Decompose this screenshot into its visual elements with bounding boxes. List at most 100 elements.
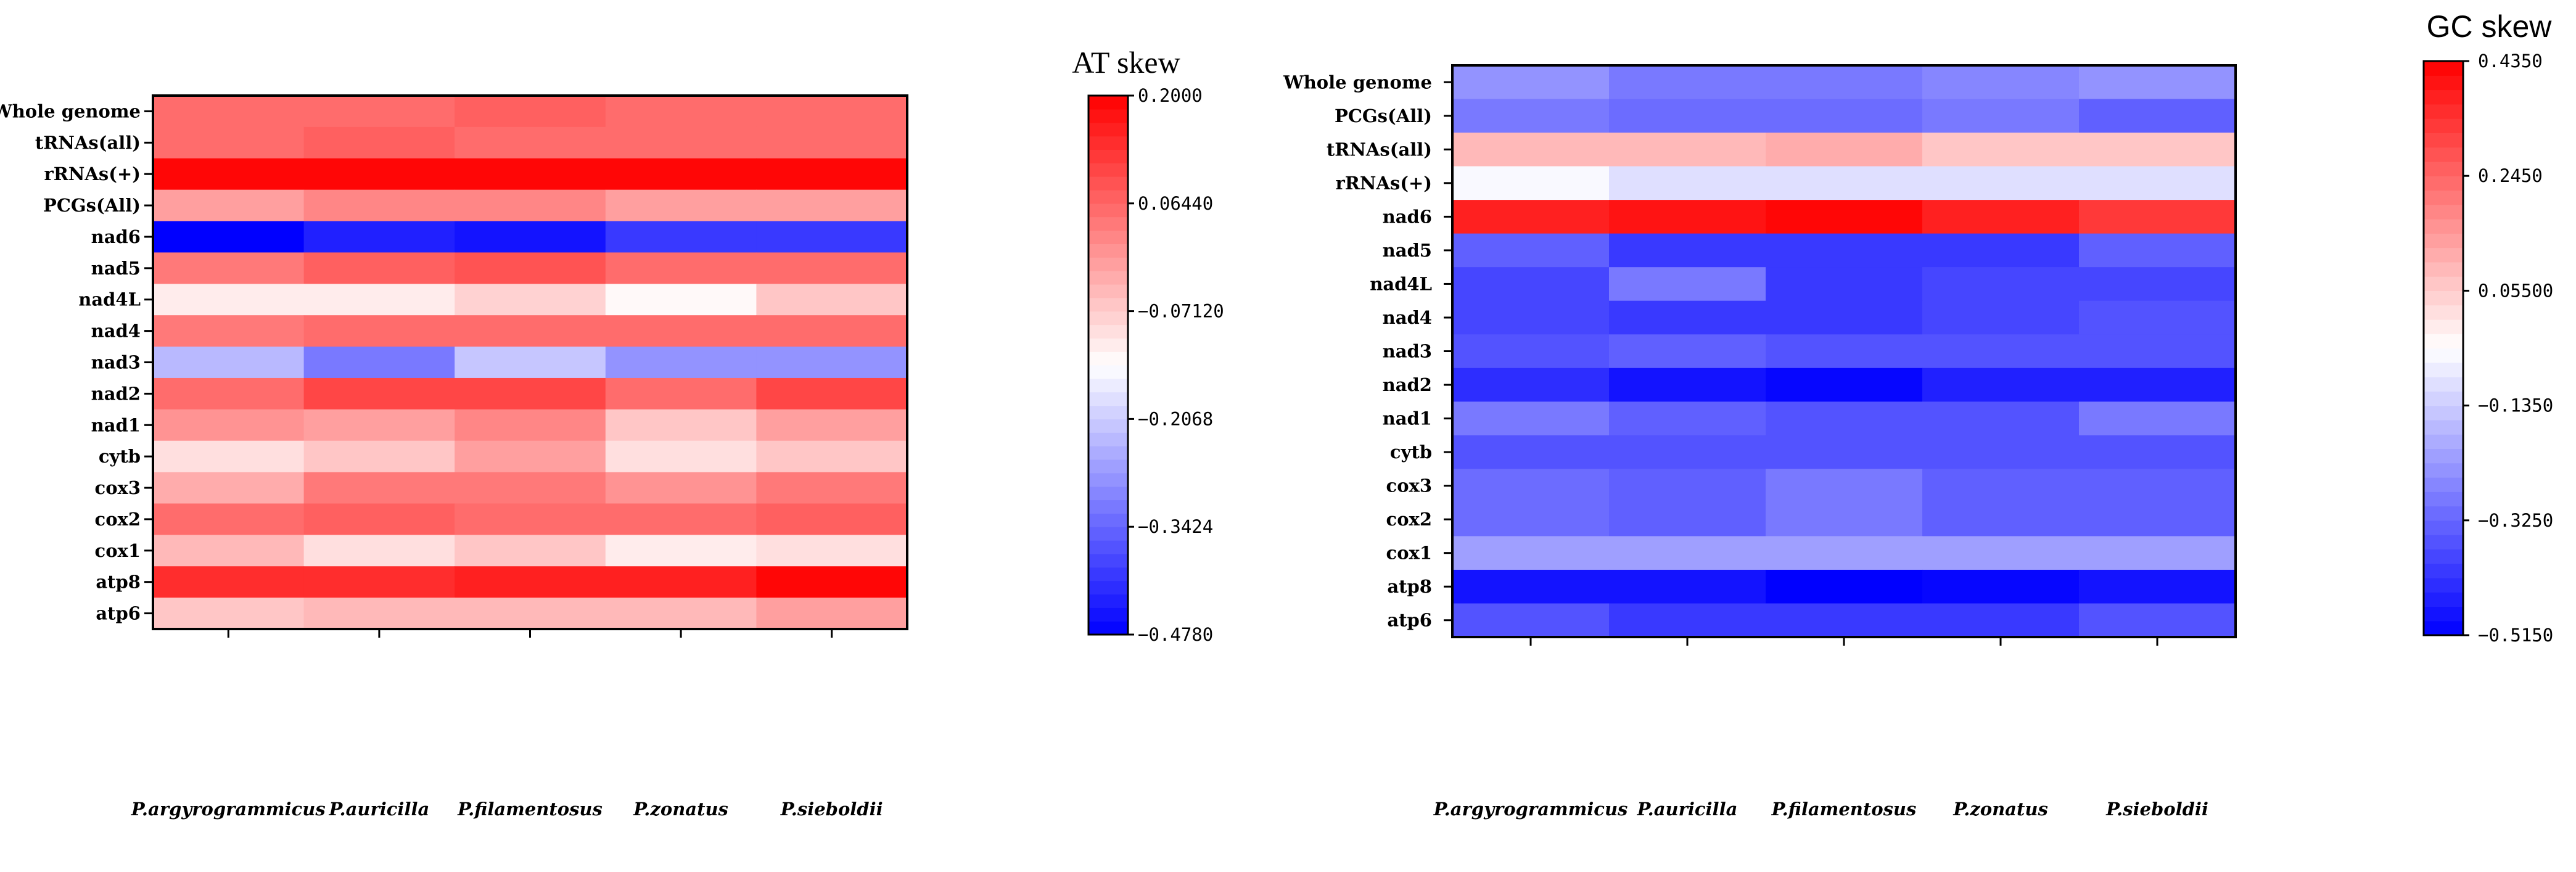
heatmap-cell <box>153 158 305 191</box>
row-label: rRNAs(+) <box>44 163 141 184</box>
heatmap-cell <box>605 252 757 284</box>
colorbar-tick-label: −0.4780 <box>1138 624 1213 645</box>
heatmap-cell <box>455 566 606 598</box>
colorbar-step <box>1088 392 1128 406</box>
heatmap-cell <box>303 598 455 630</box>
colorbar-step <box>1088 230 1128 244</box>
heatmap-cell <box>1766 267 1923 302</box>
column-label: P.sieboldii <box>780 799 883 820</box>
row-label: nad6 <box>1383 206 1432 227</box>
colorbar-step <box>1088 122 1128 137</box>
row-label: atp8 <box>96 572 141 593</box>
heatmap-cell <box>2079 200 2236 234</box>
heatmap-cell <box>153 598 305 630</box>
colorbar-step <box>2424 463 2463 478</box>
column-label: P.filamentosus <box>1771 799 1917 820</box>
heatmap-cell <box>2079 569 2236 604</box>
row-label: atp6 <box>1387 610 1432 631</box>
heatmap-cell <box>303 252 455 284</box>
heatmap-cell <box>1766 133 1923 167</box>
heatmap-cell <box>1922 300 2080 335</box>
colorbar-step <box>1088 324 1128 339</box>
heatmap-cell <box>1609 469 1766 503</box>
heatmap-cell <box>1452 133 1610 167</box>
gc-skew-colorbar: 0.4350 0.2450 0.05500 −0.1350 −0.3250 −0.5150 <box>2422 51 2553 646</box>
row-label: Whole genome <box>0 101 141 121</box>
heatmap-cell <box>2079 300 2236 335</box>
heatmap-cell <box>1766 502 1923 537</box>
colorbar-step <box>1088 621 1128 635</box>
heatmap-cell <box>1609 267 1766 302</box>
heatmap-cell <box>2079 469 2236 503</box>
column-label: P.zonatus <box>1953 799 2048 820</box>
heatmap-cell <box>1609 300 1766 335</box>
heatmap-cell <box>303 126 455 159</box>
heatmap-cell <box>605 503 757 535</box>
row-label: nad4L <box>78 289 141 310</box>
colorbar-step <box>1088 284 1128 298</box>
row-label: rRNAs(+) <box>1336 173 1432 194</box>
heatmap-cell <box>756 221 908 253</box>
heatmap-cell <box>756 535 908 567</box>
heatmap-cell <box>2079 536 2236 570</box>
colorbar-step <box>2424 549 2463 564</box>
heatmap-cell <box>2079 502 2236 537</box>
heatmap-cell <box>455 347 606 379</box>
colorbar-step <box>1088 352 1128 366</box>
heatmap-cell <box>153 472 305 504</box>
gc-skew-heatmap: Whole genome PCGs(All) tRNAs(all) rRNAs(+) n… <box>1283 64 2237 820</box>
heatmap-cell <box>1609 435 1766 469</box>
heatmap-cell <box>303 347 455 379</box>
heatmap-cell <box>455 440 606 473</box>
colorbar-step <box>1088 567 1128 582</box>
heatmap-cell <box>1766 65 1923 100</box>
colorbar-step <box>2424 362 2463 377</box>
heatmap-cell <box>605 566 757 598</box>
heatmap-cell <box>303 566 455 598</box>
colorbar-step <box>2424 161 2463 176</box>
heatmap-cell <box>303 315 455 347</box>
heatmap-cell <box>1922 166 2080 200</box>
heatmap-cell <box>605 96 757 128</box>
row-label: cox3 <box>1386 475 1432 496</box>
column-label: P.zonatus <box>633 799 728 820</box>
row-label: nad4 <box>1383 307 1432 328</box>
row-label: tRNAs(all) <box>1327 139 1432 160</box>
colorbar-step <box>2424 492 2463 507</box>
heatmap-cell <box>1452 536 1610 570</box>
row-label: nad3 <box>1383 341 1432 362</box>
heatmap-cell <box>455 377 606 410</box>
gc-skew-colorbar-title: GC skew <box>2427 9 2553 44</box>
heatmap-cell <box>303 284 455 316</box>
heatmap-cell <box>2079 401 2236 436</box>
heatmap-cell <box>153 252 305 284</box>
colorbar-step <box>2424 391 2463 406</box>
heatmap-cell <box>455 472 606 504</box>
row-label: PCGs(All) <box>43 195 141 216</box>
colorbar-step <box>2424 520 2463 535</box>
heatmap-cell <box>153 535 305 567</box>
colorbar-step <box>2424 563 2463 578</box>
colorbar-step <box>2424 405 2463 421</box>
colorbar-frame <box>2422 60 2464 636</box>
heatmap-cell <box>455 535 606 567</box>
heatmap-cell <box>605 472 757 504</box>
colorbar-step <box>1088 419 1128 433</box>
heatmap-cell <box>1452 300 1610 335</box>
column-label: P.auricilla <box>1637 799 1738 820</box>
colorbar-step <box>1088 244 1128 258</box>
heatmap-cell <box>303 409 455 442</box>
heatmap-cell <box>1452 569 1610 604</box>
heatmap-cell <box>1609 502 1766 537</box>
heatmap-cell <box>153 347 305 379</box>
colorbar-tick-label: −0.2068 <box>1138 408 1213 429</box>
colorbar-step <box>1088 176 1128 191</box>
heatmap-cell <box>2079 435 2236 469</box>
colorbar-step <box>1088 257 1128 271</box>
colorbar-step <box>2424 147 2463 162</box>
colorbar-step <box>1088 338 1128 352</box>
colorbar-step <box>1088 136 1128 150</box>
heatmap-cell <box>756 189 908 222</box>
heatmap-cell <box>1452 502 1610 537</box>
colorbar-tick-label: 0.06440 <box>1138 193 1213 214</box>
